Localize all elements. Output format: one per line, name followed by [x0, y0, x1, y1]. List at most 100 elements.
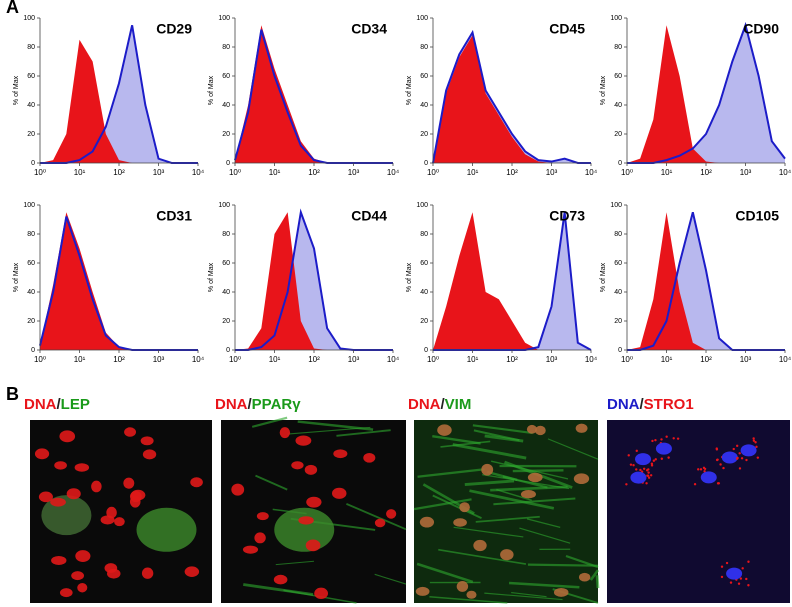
- nucleus: [527, 472, 543, 483]
- fiber: [512, 469, 564, 473]
- cytoplasm: [136, 507, 197, 552]
- fiber: [432, 494, 482, 520]
- nucleus: [466, 590, 477, 599]
- nucleus: [740, 444, 757, 457]
- x-tick-label: 10⁴: [192, 168, 205, 177]
- fiber: [255, 474, 288, 491]
- nucleus: [363, 452, 376, 463]
- nucleus: [578, 572, 591, 582]
- nucleus: [655, 442, 672, 455]
- y-tick-label: 60: [614, 260, 622, 267]
- x-tick-label: 10³: [740, 168, 752, 177]
- histogram-area: [235, 212, 393, 350]
- granule: [649, 474, 653, 477]
- granule: [745, 577, 748, 581]
- panel-label: B: [6, 384, 19, 404]
- granule: [756, 456, 760, 459]
- x-tick-label: 10²: [308, 355, 320, 364]
- granule: [660, 457, 664, 460]
- y-tick-label: 40: [614, 289, 622, 296]
- granule: [735, 444, 739, 448]
- y-tick-label: 100: [218, 202, 230, 209]
- granule: [719, 463, 722, 466]
- fiber: [440, 440, 491, 448]
- label-part: DNA: [24, 396, 57, 413]
- nucleus: [415, 586, 430, 596]
- chart-title: CD44: [351, 208, 387, 224]
- y-tick-label: 20: [614, 318, 622, 325]
- nucleus: [481, 463, 494, 476]
- nucleus: [295, 435, 312, 446]
- granule: [647, 468, 650, 471]
- y-tick-label: 80: [614, 231, 622, 238]
- fiber: [336, 429, 391, 437]
- nucleus: [333, 449, 348, 459]
- chart-title: CD105: [735, 208, 779, 224]
- fiber: [490, 485, 568, 492]
- y-tick-label: 20: [614, 131, 622, 138]
- nucleus: [140, 436, 154, 446]
- y-tick-label: 60: [27, 73, 35, 80]
- y-tick-label: 40: [222, 102, 230, 109]
- fiber: [496, 488, 532, 502]
- nucleus: [419, 516, 435, 528]
- nucleus: [123, 477, 135, 489]
- y-tick-label: 40: [420, 102, 428, 109]
- granule: [672, 437, 675, 440]
- nucleus: [456, 580, 469, 592]
- y-tick-label: 0: [226, 347, 230, 354]
- y-tick-label: 40: [27, 102, 35, 109]
- histogram-area: [627, 25, 785, 163]
- x-tick-label: 10⁴: [387, 355, 400, 364]
- x-tick-label: 10¹: [74, 355, 86, 364]
- nucleus: [77, 583, 88, 593]
- nucleus: [34, 448, 50, 460]
- nucleus: [50, 497, 66, 507]
- y-tick-label: 0: [618, 160, 622, 167]
- nucleus: [573, 473, 590, 485]
- y-tick-label: 80: [222, 44, 230, 51]
- y-tick-label: 20: [27, 131, 35, 138]
- image-background: [607, 420, 790, 603]
- nucleus: [242, 545, 259, 554]
- granule: [660, 438, 663, 441]
- granule: [747, 560, 750, 563]
- x-tick-label: 10²: [113, 355, 125, 364]
- granule: [647, 476, 651, 479]
- granule: [703, 470, 706, 473]
- nucleus: [630, 471, 647, 484]
- nucleus: [374, 518, 386, 528]
- granule: [625, 483, 628, 486]
- fiber: [595, 575, 600, 589]
- nucleus: [526, 424, 537, 434]
- x-tick-label: 10⁰: [427, 355, 439, 364]
- y-tick-label: 0: [424, 347, 428, 354]
- fiber: [413, 498, 472, 511]
- nucleus: [59, 430, 76, 443]
- fiber: [486, 470, 518, 482]
- granule: [642, 467, 646, 471]
- nucleus: [386, 509, 397, 519]
- x-tick-label: 10⁰: [34, 355, 46, 364]
- fiber: [416, 562, 474, 584]
- nucleus: [700, 471, 717, 484]
- x-tick-label: 10⁴: [387, 168, 400, 177]
- nucleus: [114, 517, 125, 527]
- y-tick-label: 80: [222, 231, 230, 238]
- granule: [720, 565, 724, 568]
- y-tick-label: 60: [222, 73, 230, 80]
- granule: [697, 468, 700, 471]
- y-tick-label: 0: [618, 347, 622, 354]
- fiber: [519, 527, 571, 544]
- micrograph: [30, 420, 212, 603]
- nucleus: [437, 424, 452, 436]
- histogram-area: [627, 212, 785, 350]
- nucleus: [273, 574, 288, 585]
- image-label: DNA/VIM: [408, 396, 471, 413]
- y-tick-label: 40: [222, 289, 230, 296]
- x-tick-label: 10³: [740, 355, 752, 364]
- chart-title: CD45: [549, 21, 585, 37]
- y-axis-label: % of Max: [406, 262, 413, 292]
- fiber: [508, 581, 580, 589]
